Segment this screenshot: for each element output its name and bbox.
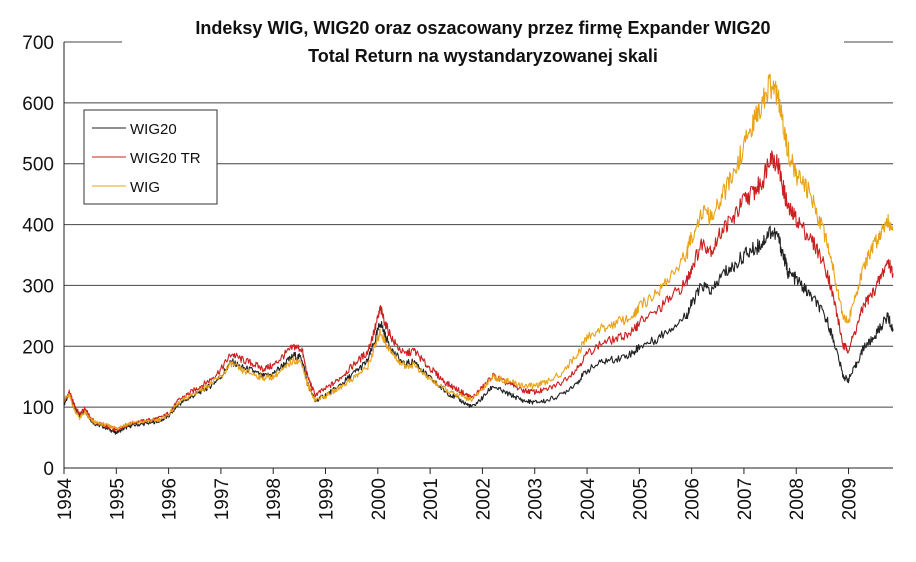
x-tick-label-2004: 2004 xyxy=(578,478,599,521)
x-tick-label-2002: 2002 xyxy=(473,478,494,520)
series-line-wig20-tr xyxy=(63,150,894,432)
x-tick-label-1998: 1998 xyxy=(264,478,285,520)
y-tick-label-300: 300 xyxy=(22,276,54,297)
title-background xyxy=(122,13,844,71)
x-tick-label-1994: 1994 xyxy=(55,478,76,521)
legend: WIG20 WIG20 TR WIG xyxy=(83,109,218,205)
x-tick-label-2003: 2003 xyxy=(526,478,547,520)
y-tick-label-0: 0 xyxy=(43,459,54,480)
legend-label-wig20: WIG20 xyxy=(130,121,177,138)
legend-label-wig: WIG xyxy=(130,179,160,196)
x-tick-label-2006: 2006 xyxy=(683,478,704,520)
x-tick-label-2008: 2008 xyxy=(787,478,808,520)
y-tick-label-500: 500 xyxy=(22,155,54,176)
x-tick-label-2007: 2007 xyxy=(735,478,756,520)
x-tick-label-2000: 2000 xyxy=(369,478,390,520)
x-tick-label-1999: 1999 xyxy=(317,478,338,520)
legend-label-wig20-tr: WIG20 TR xyxy=(130,150,201,167)
x-tick-label-2009: 2009 xyxy=(840,478,861,520)
axes xyxy=(63,42,893,474)
y-tick-label-600: 600 xyxy=(22,94,54,115)
chart-subtitle: Total Return na wystandaryzowanej skali xyxy=(308,46,658,66)
series-layer xyxy=(63,73,894,435)
y-tick-label-100: 100 xyxy=(22,398,54,419)
series-line-wig xyxy=(63,73,894,430)
x-tick-label-1995: 1995 xyxy=(107,478,128,520)
y-tick-label-700: 700 xyxy=(22,33,54,54)
x-tick-labels: 1994 1995 1996 1997 1998 1999 2000 2001 2002 2003… xyxy=(55,478,861,521)
chart-title: Indeksy WIG, WIG20 oraz oszacowany przez… xyxy=(195,18,770,38)
y-tick-label-200: 200 xyxy=(22,337,54,358)
y-tick-label-400: 400 xyxy=(22,216,54,237)
y-tick-labels: 0 100 200 300 400 500 600 700 xyxy=(22,33,54,480)
x-tick-label-1996: 1996 xyxy=(160,478,181,520)
x-tick-label-1997: 1997 xyxy=(212,478,233,520)
x-tick-label-2001: 2001 xyxy=(421,478,442,520)
x-tick-label-2005: 2005 xyxy=(630,478,651,520)
